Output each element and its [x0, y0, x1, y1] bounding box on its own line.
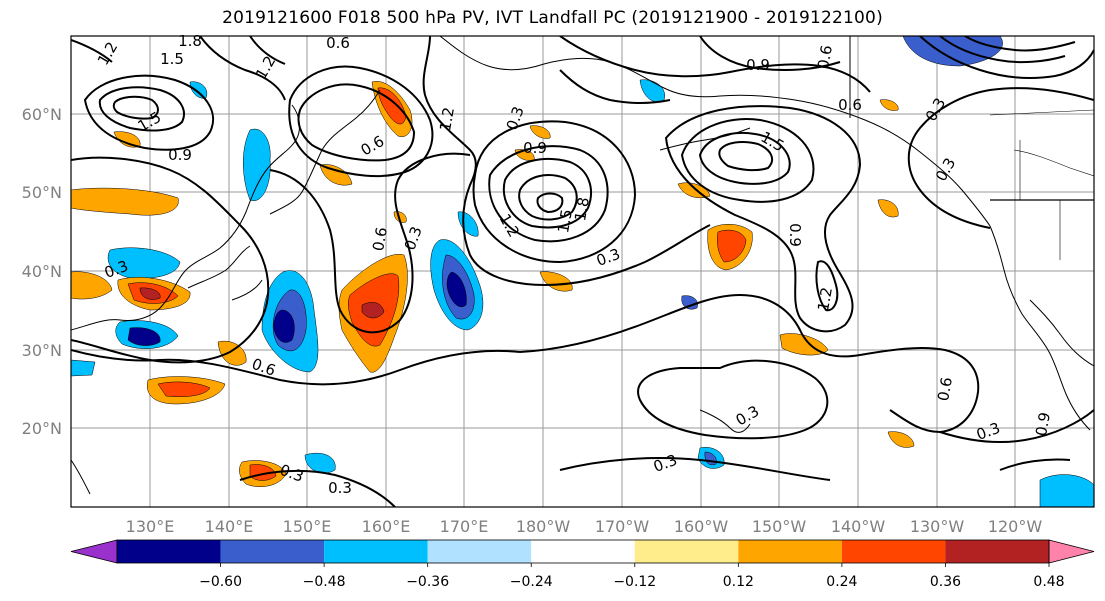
- colorbar-tick-label: 0.36: [930, 574, 961, 590]
- contour-label: 0.6: [814, 44, 836, 71]
- lon-tick-label: 160°E: [362, 517, 411, 536]
- contour-label: 1.8: [571, 196, 593, 223]
- orange-anomaly: [319, 164, 353, 186]
- lon-tick-label: 180°W: [516, 517, 571, 536]
- orange-anomaly: [887, 431, 915, 448]
- lat-tick-label: 50°N: [22, 183, 62, 202]
- colorbar-outline: [116, 539, 1050, 564]
- blue-anomaly: [189, 81, 208, 99]
- colorbar-bin: [945, 540, 1049, 563]
- map-frame: [70, 35, 1095, 508]
- blue-anomaly: [107, 247, 181, 279]
- lon-tick-label: 170°W: [595, 517, 650, 536]
- longitude-labels: 130°E 140°E 150°E 160°E 170°E 180°W 170°W 160°W…: [126, 517, 1043, 536]
- contour-label: 1.5: [554, 208, 576, 235]
- colorbar-bin: [634, 540, 739, 563]
- contour-label: 1.2: [436, 106, 458, 133]
- blue-anomaly: [71, 359, 96, 377]
- colorbar-tick-label: −0.24: [510, 574, 553, 590]
- map-title: 2019121600 F018 500 hPa PV, IVT Landfall…: [222, 8, 883, 28]
- lon-tick-label: 130°W: [910, 517, 965, 536]
- lat-tick-label: 40°N: [22, 262, 62, 281]
- latitude-labels: 60°N 50°N 40°N 30°N 20°N: [22, 105, 62, 438]
- colorbar-tick-label: −0.36: [406, 574, 449, 590]
- blue-anomaly: [273, 309, 295, 343]
- lon-tick-label: 120°W: [988, 517, 1043, 536]
- contour-label: 0.9: [523, 139, 547, 157]
- orange-anomaly: [139, 287, 161, 300]
- lon-tick-label: 170°E: [440, 517, 489, 536]
- colorbar-tick-label: 0.12: [723, 574, 754, 590]
- pv-contours: [71, 36, 1094, 507]
- orange-anomaly: [877, 199, 899, 218]
- colorbar-bin: [324, 540, 428, 563]
- colorbar-tick-label: −0.12: [613, 574, 656, 590]
- blue-anomaly: [446, 271, 467, 307]
- lon-tick-label: 150°W: [752, 517, 807, 536]
- contour-label: 0.9: [1032, 411, 1054, 438]
- colorbar-tick-label: 0.24: [826, 574, 857, 590]
- contour-label: 0.9: [168, 146, 192, 164]
- orange-anomaly: [717, 229, 747, 263]
- contour-label: 0.6: [369, 226, 391, 253]
- colorbar-bin: [427, 540, 532, 563]
- orange-anomaly: [539, 271, 573, 292]
- lat-tick-label: 30°N: [22, 341, 62, 360]
- orange-anomaly: [529, 125, 551, 139]
- blue-anomaly: [681, 295, 698, 310]
- lat-tick-label: 60°N: [22, 105, 62, 124]
- blue-anomaly: [243, 128, 271, 201]
- colorbar-bin: [117, 540, 221, 563]
- contour-label: 1.2: [814, 286, 836, 313]
- contour-label: 0.9: [786, 223, 804, 247]
- colorbar-bin: [841, 540, 946, 563]
- orange-anomaly: [157, 381, 211, 397]
- colorbar-extend-max: [1048, 539, 1095, 564]
- colorbar-bin: [531, 540, 635, 563]
- colorbar-labels: −0.60 −0.48 −0.36 −0.24 −0.12 0.12 0.24 0.36 0.4…: [199, 563, 1065, 590]
- colorbar-tick-label: −0.48: [303, 574, 346, 590]
- contour-label: 1.8: [178, 32, 202, 50]
- orange-anomaly: [879, 99, 899, 111]
- orange-anomaly: [71, 271, 113, 300]
- contour-label: 0.6: [934, 376, 956, 403]
- contour-label: 0.6: [326, 34, 350, 52]
- colorbar-bin: [220, 540, 325, 563]
- contour-label: 1.5: [160, 50, 184, 68]
- contour-label: 0.9: [746, 56, 770, 74]
- contour-label: 0.6: [838, 96, 862, 114]
- colorbar-tick-label: 0.48: [1033, 574, 1064, 590]
- blue-anomaly: [304, 452, 336, 474]
- colorbar-tick-label: −0.60: [199, 574, 242, 590]
- colorbar-bin: [738, 540, 842, 563]
- blue-anomaly: [1039, 474, 1094, 507]
- colorbar-extend-min: [70, 539, 118, 564]
- lon-tick-label: 160°W: [674, 517, 729, 536]
- orange-anomaly: [361, 302, 385, 319]
- lon-tick-label: 150°E: [283, 517, 332, 536]
- colorbar: [70, 539, 1095, 564]
- orange-anomaly: [249, 464, 277, 481]
- orange-anomaly: [217, 340, 247, 366]
- lon-tick-label: 130°E: [126, 517, 175, 536]
- lon-tick-label: 140°E: [205, 517, 254, 536]
- blue-anomaly: [127, 327, 161, 346]
- orange-anomaly: [71, 187, 179, 216]
- contour-label: 0.3: [328, 479, 352, 497]
- lat-tick-label: 20°N: [22, 419, 62, 438]
- lon-tick-label: 140°W: [831, 517, 886, 536]
